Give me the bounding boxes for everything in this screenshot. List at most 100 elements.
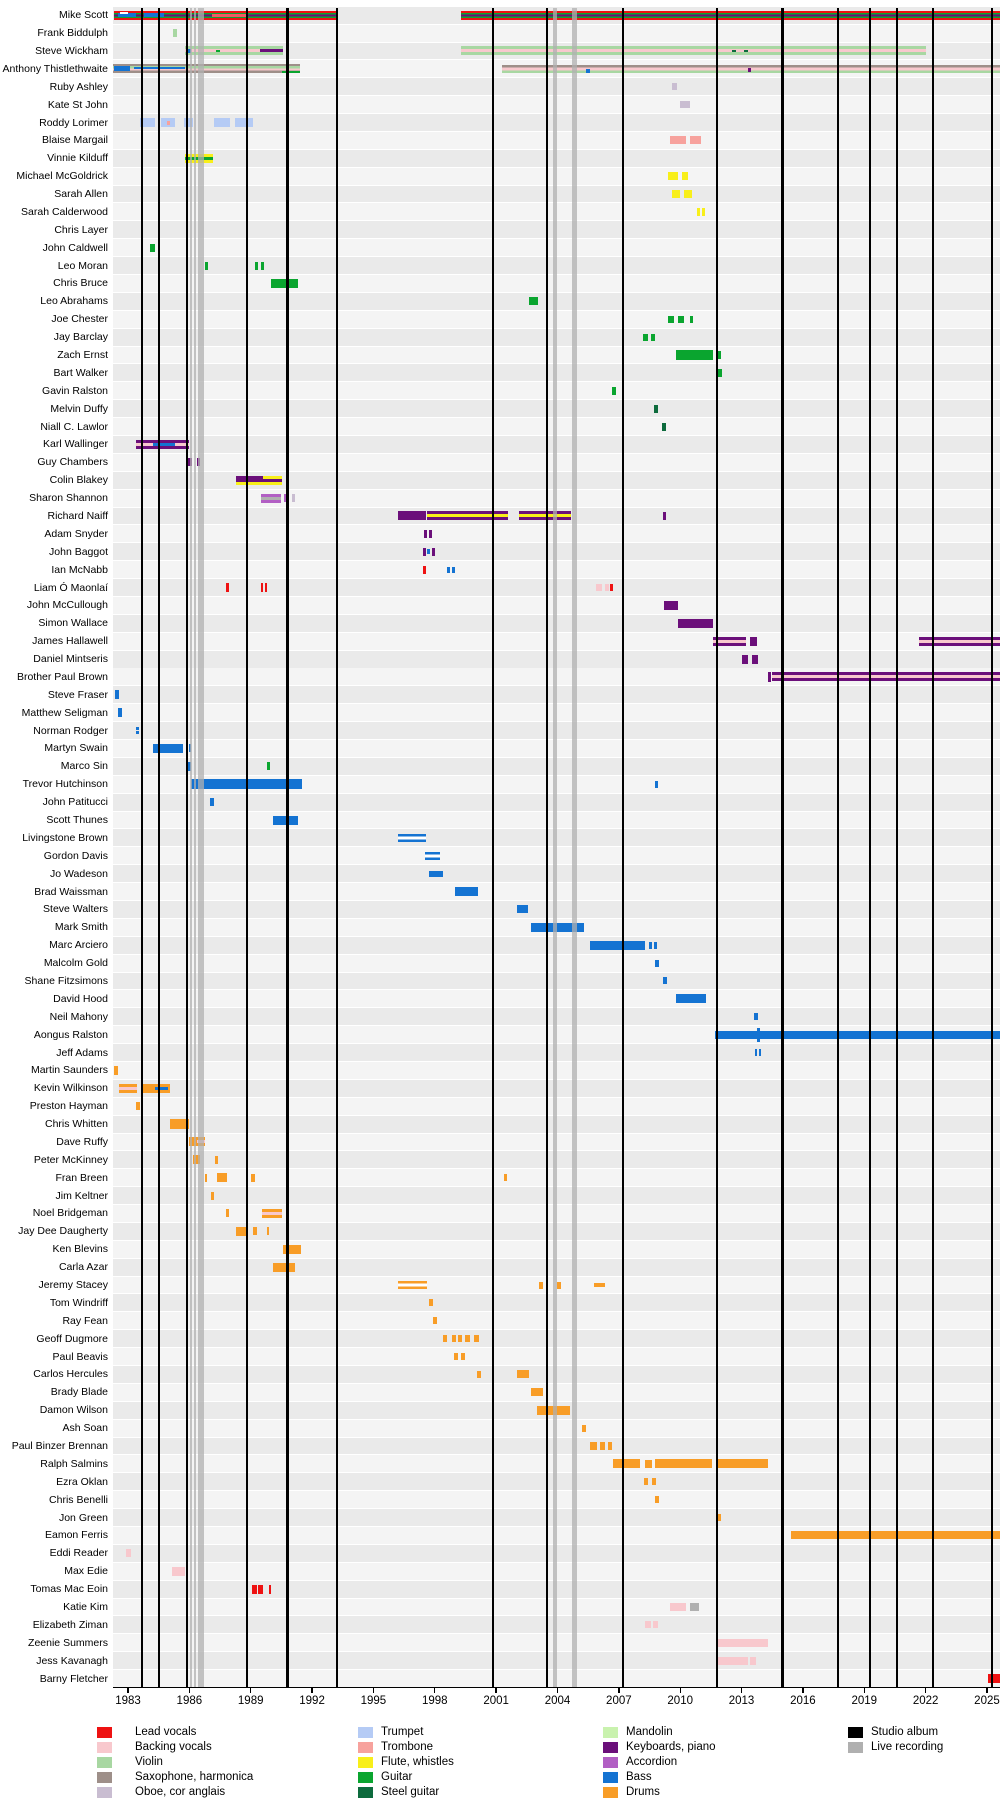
tenure-bar[interactable]	[504, 1174, 508, 1182]
tenure-bar[interactable]	[267, 762, 271, 771]
tenure-bar[interactable]	[282, 70, 300, 73]
tenure-bar[interactable]	[539, 1281, 544, 1289]
tenure-bar[interactable]	[650, 333, 655, 341]
tenure-bar[interactable]	[612, 1459, 641, 1469]
tenure-bar[interactable]	[718, 1656, 748, 1665]
tenure-bar[interactable]	[609, 584, 613, 592]
tenure-bar[interactable]	[424, 851, 440, 860]
tenure-bar[interactable]	[136, 727, 140, 731]
tenure-bar[interactable]	[455, 887, 478, 897]
tenure-bar[interactable]	[672, 190, 681, 199]
tenure-bar[interactable]	[919, 636, 1000, 646]
tenure-bar[interactable]	[690, 1602, 699, 1611]
tenure-bar[interactable]	[226, 583, 230, 593]
tenure-bar[interactable]	[422, 547, 426, 556]
tenure-bar[interactable]	[113, 66, 131, 72]
tenure-bar[interactable]	[530, 922, 585, 932]
tenure-bar[interactable]	[264, 583, 268, 593]
tenure-bar[interactable]	[461, 1353, 466, 1361]
tenure-bar[interactable]	[528, 297, 539, 306]
tenure-bar[interactable]	[645, 1459, 652, 1468]
tenure-bar[interactable]	[680, 101, 691, 109]
tenure-bar[interactable]	[757, 1027, 760, 1042]
tenure-bar[interactable]	[759, 1030, 1000, 1039]
tenure-bar[interactable]	[667, 315, 675, 323]
tenure-bar[interactable]	[717, 1514, 722, 1522]
tenure-bar[interactable]	[273, 815, 298, 825]
tenure-bar[interactable]	[654, 1496, 659, 1504]
tenure-bar[interactable]	[154, 1086, 168, 1090]
tenure-bar[interactable]	[452, 1335, 457, 1343]
tenure-bar[interactable]	[188, 48, 192, 53]
tenure-bar[interactable]	[442, 1335, 448, 1343]
tenure-bar[interactable]	[678, 315, 685, 323]
tenure-bar[interactable]	[426, 511, 509, 521]
tenure-bar[interactable]	[117, 708, 122, 718]
tenure-bar[interactable]	[214, 1155, 218, 1164]
tenure-bar[interactable]	[663, 600, 679, 610]
tenure-bar[interactable]	[502, 64, 1000, 73]
tenure-bar[interactable]	[254, 261, 258, 270]
tenure-bar[interactable]	[397, 1281, 427, 1290]
tenure-bar[interactable]	[260, 261, 264, 270]
tenure-bar[interactable]	[718, 368, 723, 377]
tenure-bar[interactable]	[590, 1442, 598, 1450]
tenure-bar[interactable]	[751, 654, 758, 664]
tenure-bar[interactable]	[714, 1030, 757, 1039]
tenure-bar[interactable]	[423, 529, 427, 538]
tenure-bar[interactable]	[291, 494, 295, 503]
tenure-bar[interactable]	[537, 1405, 570, 1415]
tenure-bar[interactable]	[755, 1049, 758, 1057]
tenure-bar[interactable]	[193, 1155, 200, 1165]
tenure-bar[interactable]	[701, 207, 705, 216]
tenure-bar[interactable]	[718, 1638, 769, 1647]
tenure-bar[interactable]	[422, 565, 426, 574]
tenure-bar[interactable]	[458, 1335, 463, 1343]
tenure-bar[interactable]	[210, 1191, 214, 1200]
tenure-bar[interactable]	[204, 261, 208, 270]
tenure-bar[interactable]	[654, 780, 658, 788]
tenure-bar[interactable]	[696, 207, 700, 216]
tenure-bar[interactable]	[269, 1584, 272, 1594]
tenure-bar[interactable]	[213, 118, 231, 127]
tenure-bar[interactable]	[216, 1173, 228, 1183]
tenure-bar[interactable]	[187, 458, 193, 467]
tenure-bar[interactable]	[669, 1602, 687, 1611]
tenure-bar[interactable]	[643, 333, 649, 341]
tenure-bar[interactable]	[461, 46, 926, 56]
tenure-bar[interactable]	[768, 671, 772, 682]
tenure-bar[interactable]	[235, 118, 253, 127]
tenure-bar[interactable]	[118, 1083, 138, 1093]
tenure-bar[interactable]	[672, 83, 678, 91]
tenure-bar[interactable]	[257, 1584, 263, 1594]
tenure-bar[interactable]	[465, 1335, 470, 1343]
tenure-bar[interactable]	[644, 1478, 649, 1486]
tenure-bar[interactable]	[596, 584, 603, 592]
tenure-bar[interactable]	[678, 618, 713, 628]
tenure-bar[interactable]	[648, 941, 652, 949]
tenure-bar[interactable]	[236, 475, 263, 485]
tenure-bar[interactable]	[136, 731, 140, 735]
tenure-bar[interactable]	[431, 547, 435, 556]
tenure-bar[interactable]	[273, 1262, 295, 1272]
tenure-bar[interactable]	[125, 1549, 132, 1558]
tenure-bar[interactable]	[172, 29, 178, 38]
tenure-bar[interactable]	[271, 278, 298, 288]
tenure-bar[interactable]	[114, 690, 119, 700]
tenure-bar[interactable]	[743, 49, 748, 52]
tenure-bar[interactable]	[166, 120, 170, 125]
tenure-bar[interactable]	[718, 351, 722, 359]
tenure-bar[interactable]	[530, 1388, 544, 1397]
tenure-bar[interactable]	[476, 1370, 481, 1378]
tenure-bar[interactable]	[171, 1566, 186, 1576]
tenure-bar[interactable]	[169, 1119, 190, 1130]
tenure-bar[interactable]	[189, 744, 192, 753]
tenure-bar[interactable]	[667, 172, 679, 181]
tenure-bar[interactable]	[718, 1459, 769, 1469]
tenure-bar[interactable]	[262, 475, 283, 485]
tenure-bar[interactable]	[144, 13, 164, 18]
tenure-bar[interactable]	[426, 549, 430, 555]
tenure-bar[interactable]	[397, 511, 426, 521]
tenure-bar[interactable]	[684, 190, 693, 199]
tenure-bar[interactable]	[473, 1335, 479, 1343]
